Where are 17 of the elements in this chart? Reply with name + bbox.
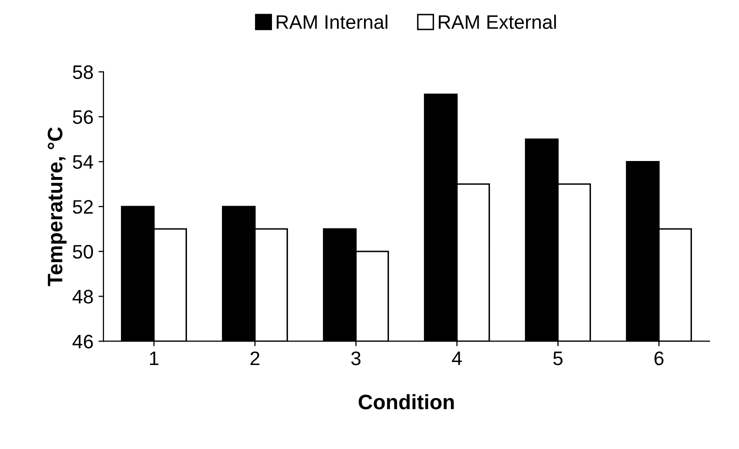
y-tick-label: 56 <box>72 110 93 124</box>
x-tick-label: 5 <box>553 352 563 366</box>
x-tick-label: 2 <box>250 351 260 366</box>
legend-label: RAM Internal <box>276 14 388 29</box>
x-tick-label: 1 <box>150 352 158 366</box>
x-axis-title: Condition <box>358 394 454 410</box>
y-tick-label: 48 <box>72 290 93 304</box>
x-tick-label: 4 <box>452 352 462 366</box>
x-tick-label: 3 <box>351 351 361 366</box>
x-tick-label: 6 <box>654 351 664 366</box>
y-tick-label: 52 <box>72 200 93 214</box>
y-tick-label: 50 <box>72 244 93 259</box>
y-tick-label: 58 <box>72 65 93 80</box>
y-tick-label: 46 <box>72 334 93 348</box>
legend-label: RAM External <box>438 14 556 29</box>
y-tick-label: 54 <box>72 155 94 169</box>
y-axis-title: Temperature, °C <box>48 127 67 286</box>
